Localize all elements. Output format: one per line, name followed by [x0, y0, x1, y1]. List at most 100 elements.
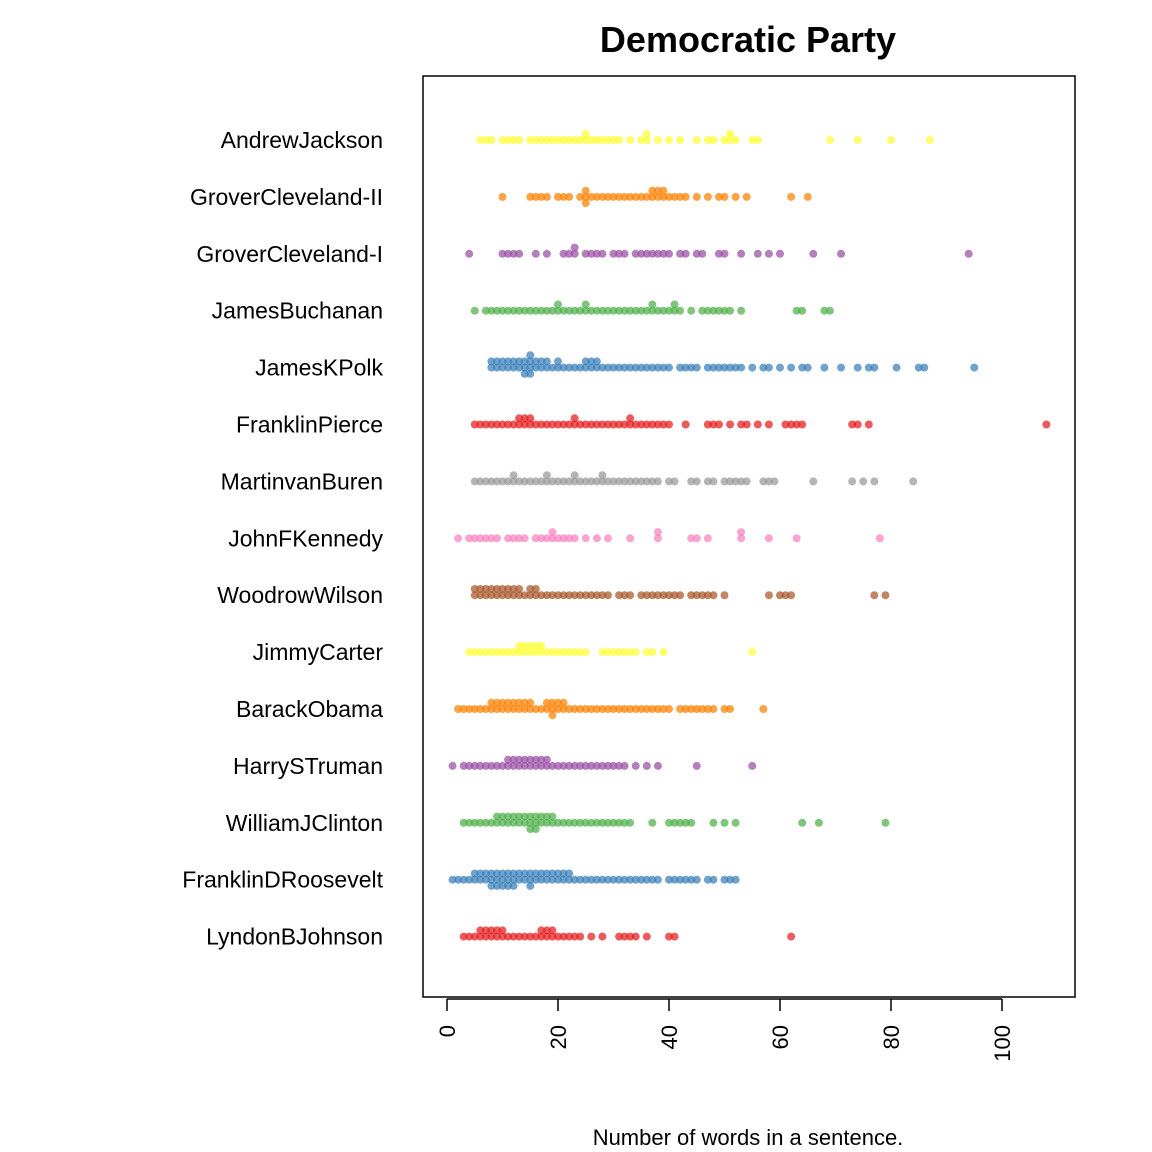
- data-point: [537, 534, 546, 543]
- data-point: [537, 705, 546, 713]
- data-point: [559, 875, 568, 884]
- data-point: [598, 192, 607, 201]
- data-point: [603, 136, 612, 144]
- data-point: [537, 477, 546, 486]
- data-point: [548, 534, 557, 543]
- data-point: [631, 249, 640, 258]
- data-point: [559, 477, 568, 486]
- data-point: [520, 420, 529, 429]
- data-point: [509, 755, 518, 764]
- data-point: [864, 420, 873, 429]
- data-point: [537, 875, 546, 884]
- data-point: [576, 932, 585, 941]
- data-point: [515, 755, 524, 764]
- data-point: [476, 926, 485, 935]
- data-point: [753, 136, 762, 144]
- data-point: [620, 818, 629, 827]
- data-point: [531, 534, 540, 543]
- data-point: [870, 363, 879, 372]
- data-point: [504, 249, 513, 258]
- data-point: [620, 477, 629, 486]
- data-point: [914, 363, 923, 372]
- data-point: [548, 528, 557, 537]
- data-point: [515, 477, 524, 486]
- data-point: [481, 875, 490, 884]
- data-point: [542, 812, 551, 821]
- data-point: [565, 869, 574, 878]
- data-point: [753, 249, 762, 258]
- data-point: [570, 477, 579, 486]
- data-point: [615, 477, 624, 486]
- x-tick-label: 100: [990, 1025, 1015, 1062]
- data-point: [476, 477, 485, 486]
- data-point: [459, 818, 468, 827]
- data-point: [481, 136, 490, 144]
- data-point: [537, 641, 546, 650]
- data-point: [481, 932, 490, 941]
- data-point: [576, 420, 585, 429]
- data-point: [576, 363, 585, 372]
- data-point: [509, 136, 518, 144]
- data-point: [665, 477, 673, 486]
- data-point: [554, 932, 562, 941]
- data-point: [531, 585, 540, 593]
- data-point: [881, 591, 890, 600]
- data-point: [648, 300, 657, 309]
- data-point: [537, 136, 546, 144]
- data-point: [526, 875, 535, 884]
- data-point: [559, 192, 568, 201]
- data-point: [615, 192, 624, 201]
- data-point: [504, 585, 513, 593]
- data-point: [598, 591, 607, 600]
- data-point: [592, 705, 601, 713]
- data-point: [598, 420, 607, 429]
- data-point: [803, 192, 812, 201]
- data-point: [526, 477, 535, 486]
- data-point: [476, 761, 485, 770]
- category-labels: AndrewJackson GroverCleveland-II GroverCle…: [182, 127, 383, 950]
- category-label: WilliamJClinton: [226, 810, 383, 836]
- data-point: [570, 591, 579, 600]
- data-point: [681, 249, 690, 258]
- data-point: [620, 591, 629, 600]
- data-point: [515, 414, 524, 423]
- data-point: [665, 705, 673, 713]
- data-point: [498, 648, 507, 657]
- data-point: [665, 591, 673, 600]
- data-point: [642, 136, 651, 144]
- data-point: [609, 875, 618, 884]
- data-point: [576, 648, 585, 657]
- data-point: [559, 705, 568, 713]
- data-point: [887, 136, 895, 144]
- data-point: [609, 306, 618, 315]
- data-point: [665, 363, 673, 372]
- data-point: [498, 249, 507, 258]
- data-point: [565, 761, 574, 770]
- data-point: [820, 306, 829, 315]
- data-point: [481, 926, 490, 935]
- data-point: [592, 420, 601, 429]
- data-point: [709, 818, 718, 827]
- data-point: [509, 875, 518, 884]
- data-point: [731, 875, 740, 884]
- data-point: [581, 875, 590, 884]
- data-point: [653, 705, 662, 713]
- data-point: [542, 648, 551, 657]
- data-point: [748, 761, 757, 770]
- data-point: [559, 249, 568, 258]
- data-point: [648, 192, 657, 201]
- data-point: [520, 648, 529, 657]
- data-point: [559, 869, 568, 878]
- data-point: [570, 136, 579, 144]
- category-label: GroverCleveland-II: [190, 184, 383, 210]
- data-point: [676, 705, 685, 713]
- data-point: [676, 875, 685, 884]
- data-point: [520, 369, 529, 378]
- data-point: [492, 534, 501, 543]
- data-point: [565, 306, 574, 315]
- data-point: [498, 869, 507, 878]
- data-point: [587, 420, 596, 429]
- data-point: [653, 534, 662, 543]
- data-point: [709, 705, 718, 713]
- data-point: [737, 420, 746, 429]
